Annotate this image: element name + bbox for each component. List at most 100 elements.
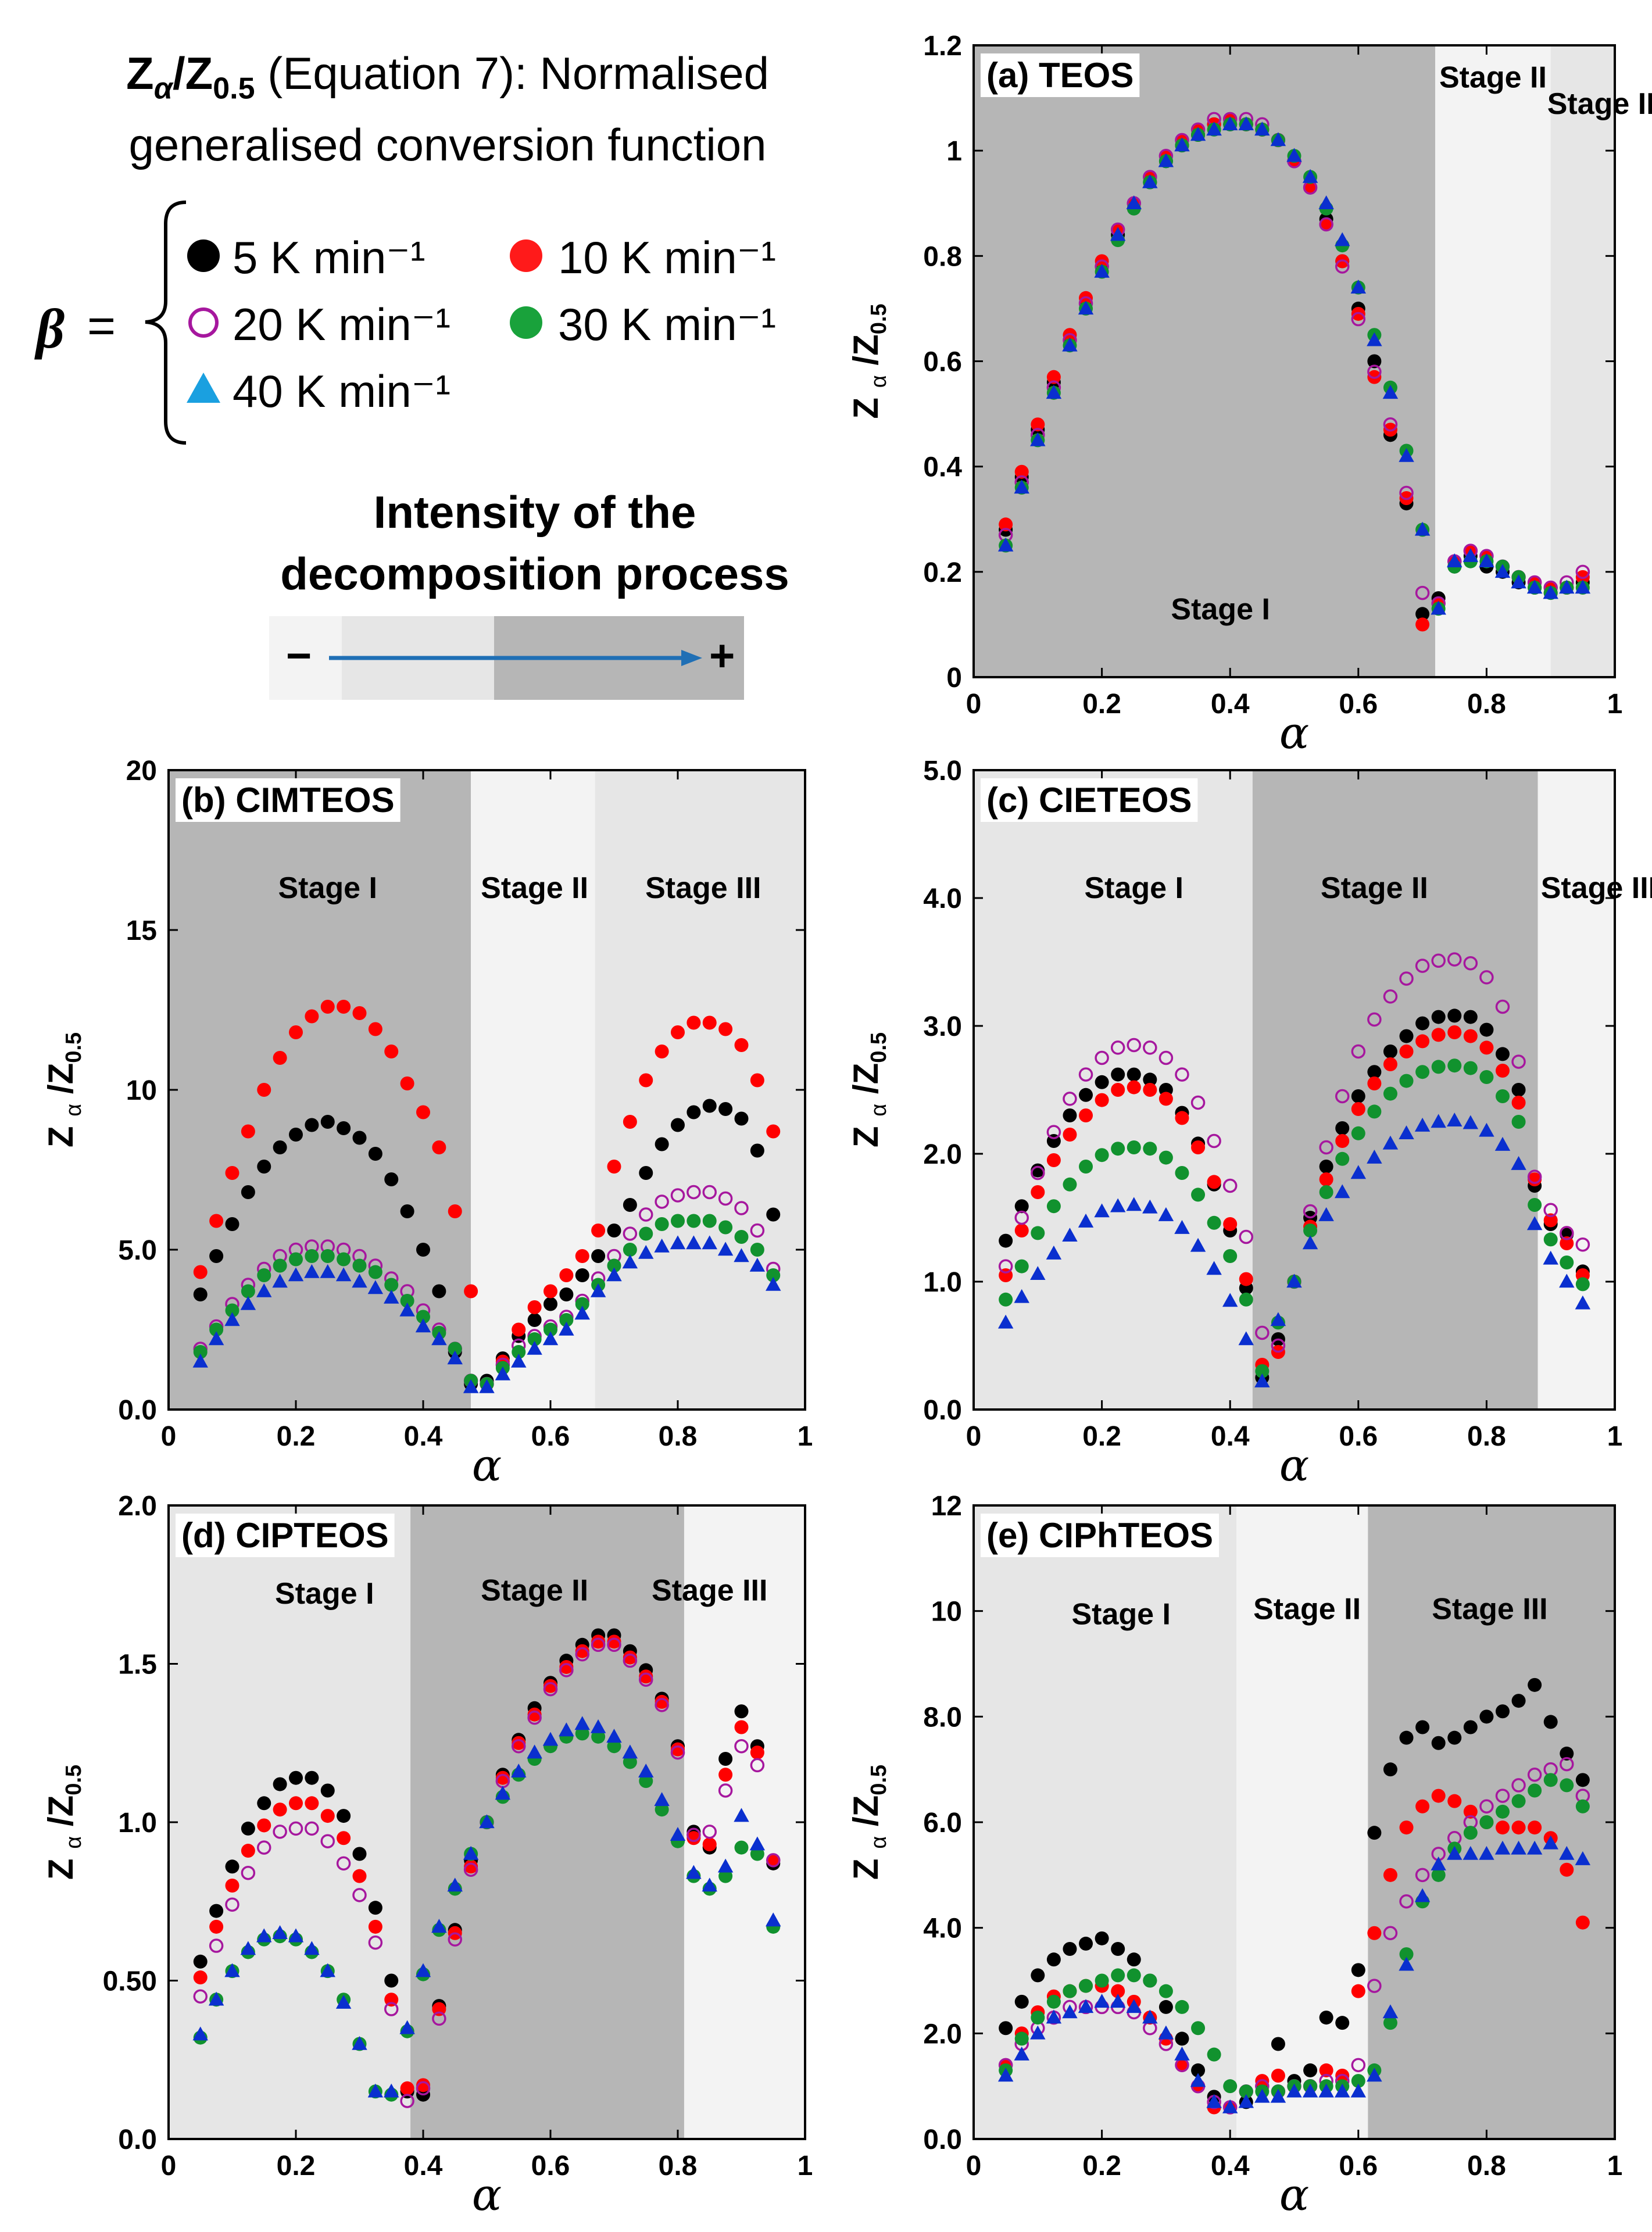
- data-point-circle: [1175, 2058, 1189, 2072]
- x-tick-label: 0.6: [531, 1421, 570, 1452]
- data-point-open-circle: [1351, 312, 1366, 327]
- data-point-circle: [368, 1919, 382, 1934]
- data-point-triangle: [1447, 553, 1463, 567]
- data-point-circle: [273, 1777, 287, 1791]
- data-point-triangle: [463, 1379, 479, 1393]
- data-point-circle: [1319, 2011, 1333, 2025]
- data-point-triangle: [1494, 1840, 1511, 1855]
- data-point-open-circle: [1063, 1092, 1077, 1106]
- data-point-circle: [718, 1869, 733, 1883]
- data-point-circle: [241, 1185, 255, 1199]
- data-point-open-circle: [655, 1698, 669, 1712]
- data-point-circle: [1399, 1820, 1414, 1835]
- data-point-circle: [1143, 1083, 1157, 1097]
- data-point-open-circle: [305, 1821, 319, 1836]
- data-point-circle: [1111, 1067, 1125, 1082]
- data-point-triangle: [717, 1858, 734, 1873]
- data-point-triangle: [686, 1865, 702, 1879]
- data-point-circle: [1431, 1060, 1446, 1074]
- data-point-triangle: [367, 1280, 384, 1294]
- data-point-circle: [1046, 1952, 1061, 1967]
- data-point-circle: [432, 1140, 446, 1154]
- x-tick-label: 0.6: [1339, 1421, 1378, 1452]
- data-point-circle: [1335, 1121, 1350, 1135]
- data-point-circle: [1046, 1153, 1061, 1167]
- stage-label: Stage I: [1085, 871, 1184, 905]
- y-tick-label: 4.0: [923, 884, 962, 914]
- data-point-circle: [352, 1258, 367, 1273]
- data-point-circle: [1014, 2031, 1029, 2046]
- data-point-open-circle: [1046, 1125, 1061, 1139]
- data-point-open-circle: [384, 2002, 399, 2016]
- data-point-circle: [1560, 1778, 1574, 1793]
- data-point-circle: [384, 1973, 399, 1988]
- data-point-triangle: [1479, 1122, 1494, 1137]
- data-point-circle: [1031, 1968, 1045, 1983]
- stage-region: [1236, 1505, 1368, 2139]
- data-point-circle: [607, 1224, 621, 1237]
- data-point-triangle: [1367, 2068, 1382, 2082]
- data-point-circle: [1014, 1224, 1029, 1237]
- data-point-triangle: [1318, 195, 1334, 210]
- data-point-circle: [225, 1303, 239, 1318]
- data-point-open-circle: [527, 1710, 542, 1725]
- x-axis-label: α: [1279, 2169, 1309, 2220]
- data-point-open-circle: [273, 1825, 287, 1839]
- y-axis-label: Z α /Z0.5: [41, 1032, 86, 1147]
- data-point-circle: [1191, 2063, 1206, 2077]
- data-point-open-circle: [655, 1194, 669, 1209]
- data-point-triangle: [1367, 332, 1382, 346]
- y-tick-label: 0.0: [923, 2124, 962, 2155]
- x-tick-label: 0.4: [1211, 689, 1250, 720]
- y-tick-label: 0.8: [923, 241, 962, 272]
- x-tick-label: 1: [1607, 2151, 1623, 2181]
- data-point-circle: [1127, 1952, 1141, 1967]
- data-point-circle: [320, 1783, 335, 1798]
- data-point-circle: [1111, 1968, 1125, 1983]
- data-point-triangle: [1350, 1165, 1367, 1179]
- x-tick-label: 0.4: [404, 2151, 443, 2181]
- y-label-z: Z: [846, 1849, 885, 1880]
- stage-region: [169, 1505, 411, 2139]
- data-point-circle: [718, 1022, 733, 1036]
- chart-title: (e) CIPhTEOS: [981, 1514, 1220, 1557]
- data-point-triangle: [1190, 127, 1206, 141]
- y-tick-label: 10: [931, 1597, 962, 1628]
- y-tick-label: 5.0: [923, 756, 962, 786]
- data-point-circle: [999, 1233, 1013, 1248]
- data-point-circle: [400, 1294, 414, 1308]
- data-point-circle: [416, 2078, 430, 2092]
- data-point-circle: [400, 1076, 414, 1090]
- data-point-triangle: [1270, 1312, 1286, 1326]
- data-point-triangle: [1046, 385, 1062, 399]
- data-point-triangle: [1046, 2009, 1062, 2024]
- data-point-triangle: [1463, 1845, 1479, 1860]
- data-point-open-circle: [1031, 1165, 1045, 1181]
- x-tick-label: 0.8: [1467, 2151, 1506, 2181]
- data-point-circle: [1351, 2074, 1365, 2088]
- data-point-circle: [337, 1809, 351, 1823]
- intensity-line2: decomposition process: [280, 548, 789, 599]
- stage-label: Stage III: [1541, 871, 1652, 905]
- data-point-open-circle: [670, 1745, 685, 1760]
- y-axis-label: Z α /Z0.5: [846, 303, 891, 419]
- data-point-circle: [543, 1297, 557, 1311]
- data-point-triangle: [1270, 2088, 1286, 2103]
- data-point-circle: [1319, 217, 1333, 231]
- data-point-triangle: [1078, 1213, 1094, 1228]
- data-point-circle: [1495, 1820, 1510, 1835]
- data-point-circle: [1175, 1111, 1189, 1125]
- data-point-circle: [1031, 2011, 1045, 2025]
- data-point-circle: [1127, 1968, 1141, 1983]
- data-point-circle: [1319, 1172, 1333, 1186]
- data-point-circle: [1383, 1045, 1397, 1058]
- data-point-triangle: [1414, 1117, 1431, 1132]
- data-point-open-circle: [416, 2081, 431, 2096]
- data-point-open-circle: [320, 1834, 335, 1848]
- data-point-open-circle: [686, 1185, 701, 1200]
- data-point-triangle: [1142, 174, 1158, 188]
- chart-title: (a) TEOS: [981, 53, 1140, 97]
- data-point-open-circle: [639, 1672, 653, 1687]
- data-point-circle: [1063, 1984, 1077, 1998]
- data-point-triangle: [1174, 1219, 1190, 1234]
